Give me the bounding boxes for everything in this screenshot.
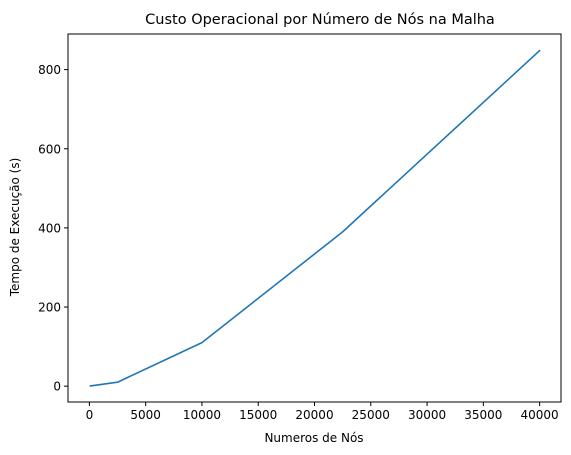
x-tick-label: 15000	[239, 408, 277, 422]
plot-frame	[67, 33, 562, 403]
x-tick-label: 35000	[464, 408, 502, 422]
series-line	[89, 49, 541, 387]
x-axis-label: Numeros de Nós	[264, 431, 363, 445]
y-axis-label: Tempo de Execução (s)	[8, 158, 22, 298]
x-tick-label: 10000	[183, 408, 221, 422]
x-tick-label: 25000	[352, 408, 390, 422]
x-tick-label: 40000	[521, 408, 559, 422]
chart-title: Custo Operacional por Número de Nós na M…	[145, 12, 495, 28]
x-tick-label: 5000	[130, 408, 161, 422]
y-tick-label: 400	[38, 221, 61, 235]
ticks-layer: 0 5000 10000 15000 20000 25000 30000 35000 40000…	[38, 63, 559, 422]
series-layer	[89, 49, 541, 387]
y-tick-label: 800	[38, 63, 61, 77]
y-tick-label: 0	[53, 380, 61, 394]
y-tick-label: 600	[38, 142, 61, 156]
y-tick-label: 200	[38, 301, 61, 315]
x-tick-label: 30000	[408, 408, 446, 422]
x-tick-label: 0	[86, 408, 94, 422]
x-tick-label: 20000	[295, 408, 333, 422]
